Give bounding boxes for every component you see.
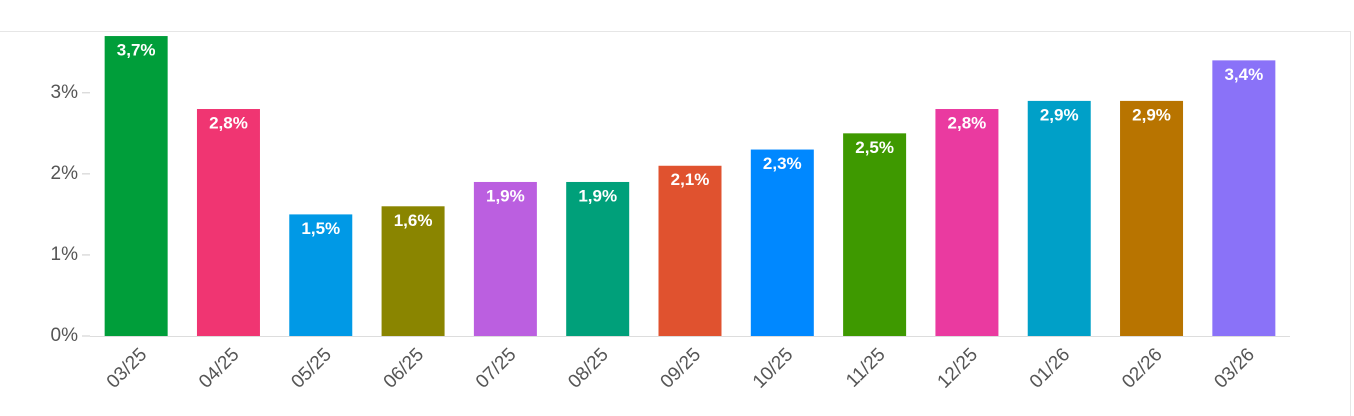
value-label: 2,1% — [671, 170, 710, 189]
x-tick-label: 11/25 — [842, 344, 889, 391]
value-label: 2,8% — [209, 113, 248, 132]
bar — [1120, 100, 1184, 336]
x-tick-label: 05/25 — [287, 344, 335, 392]
value-label: 1,5% — [301, 219, 340, 238]
value-label: 1,9% — [578, 186, 617, 205]
x-tick-label: 04/25 — [195, 344, 243, 392]
x-tick-label: 03/25 — [103, 344, 151, 392]
bar — [104, 36, 168, 336]
bar — [196, 109, 260, 336]
y-tick-label: 1% — [51, 244, 79, 265]
bar — [473, 181, 537, 336]
x-tick-label: 07/25 — [472, 344, 520, 392]
bar — [289, 214, 353, 336]
bar — [843, 133, 907, 336]
bar — [1027, 100, 1091, 336]
value-label: 2,9% — [1132, 105, 1171, 124]
value-label: 1,6% — [394, 211, 433, 230]
y-tick-label: 2% — [51, 163, 79, 184]
value-label: 2,3% — [763, 154, 802, 173]
x-tick-label: 03/26 — [1210, 344, 1258, 392]
x-tick-label: 02/26 — [1118, 344, 1166, 392]
value-label: 3,4% — [1224, 65, 1263, 84]
x-tick-label: 06/25 — [380, 344, 428, 392]
bar — [381, 206, 445, 336]
value-label: 2,9% — [1040, 105, 1079, 124]
x-tick-label: 01/26 — [1026, 344, 1074, 392]
bar — [1212, 60, 1276, 337]
x-tick-label: 08/25 — [564, 344, 612, 392]
bar — [750, 149, 814, 336]
bar — [566, 181, 630, 336]
value-label: 2,8% — [948, 113, 987, 132]
x-tick-label: 09/25 — [657, 344, 705, 392]
value-label: 3,7% — [117, 41, 156, 60]
value-label: 1,9% — [486, 186, 525, 205]
y-tick-label: 0% — [51, 325, 79, 346]
y-tick-label: 3% — [51, 82, 79, 103]
x-tick-label: 12/25 — [934, 344, 982, 392]
x-tick-label: 10/25 — [749, 344, 797, 392]
value-label: 2,5% — [855, 138, 894, 157]
bar — [935, 109, 999, 336]
bar — [658, 165, 722, 336]
